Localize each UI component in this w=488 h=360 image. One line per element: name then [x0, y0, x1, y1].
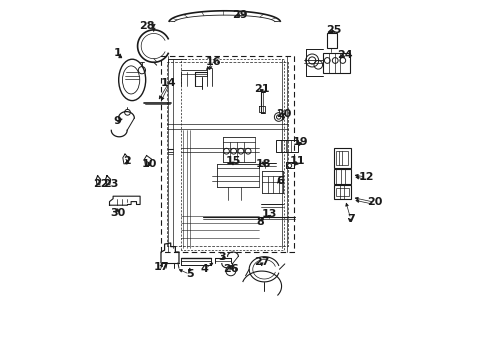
Text: 27: 27: [253, 257, 269, 267]
Bar: [336, 151, 347, 165]
Text: 13: 13: [261, 209, 276, 219]
Bar: [333, 169, 350, 184]
Text: 25: 25: [325, 24, 341, 35]
Text: 29: 29: [232, 10, 247, 20]
Text: 6: 6: [275, 176, 283, 186]
Text: 16: 16: [205, 57, 221, 67]
Text: 30: 30: [110, 208, 125, 218]
Text: 9: 9: [114, 116, 122, 126]
Text: 26: 26: [223, 264, 238, 274]
Ellipse shape: [119, 59, 145, 100]
Text: 20: 20: [275, 109, 290, 120]
Bar: [333, 185, 350, 199]
Text: 2: 2: [123, 156, 131, 166]
Text: 10: 10: [141, 159, 157, 169]
Text: 14: 14: [161, 78, 176, 88]
Text: 1: 1: [114, 48, 122, 58]
Bar: [322, 53, 349, 73]
Text: 19: 19: [292, 137, 307, 147]
Text: 23: 23: [102, 179, 118, 189]
Text: 5: 5: [185, 269, 193, 279]
Text: 28: 28: [139, 21, 155, 31]
Text: 8: 8: [256, 217, 264, 228]
Bar: [336, 188, 348, 196]
Text: 4: 4: [200, 264, 208, 274]
Text: 15: 15: [225, 156, 240, 166]
Bar: [276, 140, 298, 152]
Text: 21: 21: [253, 84, 269, 94]
Text: 18: 18: [255, 159, 270, 169]
Text: 24: 24: [336, 50, 352, 60]
Text: 22: 22: [93, 179, 109, 189]
Text: 12: 12: [358, 172, 373, 182]
Text: 3: 3: [218, 252, 225, 262]
Text: 7: 7: [346, 214, 354, 224]
Text: 11: 11: [289, 156, 305, 166]
Bar: [333, 148, 350, 168]
Text: 17: 17: [153, 262, 168, 272]
Bar: [326, 33, 336, 48]
Text: 20: 20: [366, 197, 382, 207]
